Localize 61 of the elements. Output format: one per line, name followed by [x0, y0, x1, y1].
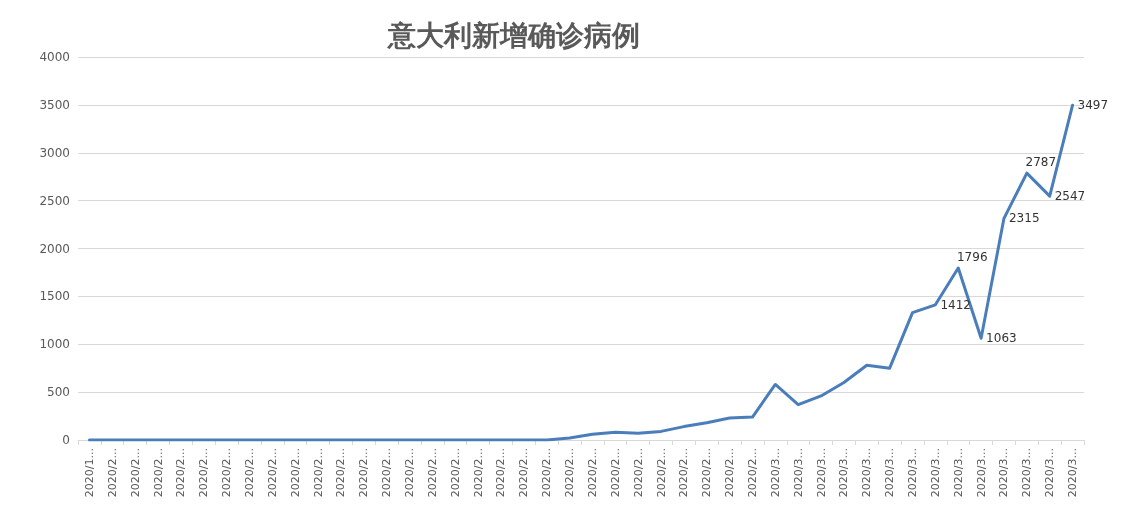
x-tick-label: 2020/3... [814, 448, 828, 498]
x-tick-label: 2020/3... [860, 448, 874, 498]
x-tick-label: 2020/2... [494, 448, 508, 498]
data-label: 2547 [1054, 189, 1086, 204]
x-tick-label: 2020/2... [723, 448, 737, 498]
x-tick-label: 2020/2... [128, 448, 142, 498]
y-tick-label: 500 [47, 385, 70, 400]
x-tick-label: 2020/2... [334, 448, 348, 498]
x-tick-label: 2020/2... [380, 448, 394, 498]
data-label: 1063 [986, 331, 1017, 346]
x-tick-label: 2020/3... [928, 448, 942, 498]
x-tick-label: 2020/2... [220, 448, 234, 498]
x-tick-label: 2020/3... [997, 448, 1011, 498]
x-tick-label: 2020/2... [745, 448, 759, 498]
x-tick-label: 2020/3... [906, 448, 920, 498]
data-label: 2315 [1008, 211, 1040, 226]
x-tick-label: 2020/2... [288, 448, 302, 498]
y-tick-label: 3000 [39, 145, 70, 160]
x-tick-label: 2020/2... [517, 448, 531, 498]
x-tick-label: 2020/2... [471, 448, 485, 498]
x-tick-label: 2020/2... [265, 448, 279, 498]
chart-title: 意大利新增确诊病例 [386, 18, 640, 52]
y-tick-label: 2000 [39, 241, 70, 256]
x-tick-label: 2020/2... [242, 448, 256, 498]
y-tick-label: 3500 [39, 97, 70, 112]
x-tick-label: 2020/3... [883, 448, 897, 498]
x-tick-label: 2020/2... [608, 448, 622, 498]
x-tick-label: 2020/2... [174, 448, 188, 498]
y-tick-label: 0 [62, 433, 70, 447]
data-label: 2787 [1025, 155, 1057, 170]
x-tick-label: 2020/2... [105, 448, 119, 498]
x-tick-label: 2020/3... [974, 448, 988, 498]
x-tick-label: 2020/1... [82, 448, 96, 498]
x-tick-label: 2020/2... [677, 448, 691, 498]
x-tick-label: 2020/2... [585, 448, 599, 498]
x-tick-label: 2020/3... [1043, 448, 1057, 498]
data-label: 1796 [956, 250, 988, 265]
x-tick-label: 2020/2... [540, 448, 554, 498]
data-label: 1412 [940, 297, 971, 312]
x-tick-label: 2020/2... [357, 448, 371, 498]
x-tick-label: 2020/3... [837, 448, 851, 498]
x-tick-label: 2020/2... [654, 448, 668, 498]
x-tick-label: 2020/3... [768, 448, 782, 498]
x-tick-label: 2020/3... [791, 448, 805, 498]
x-tick-label: 2020/2... [197, 448, 211, 498]
x-tick-label: 2020/2... [151, 448, 165, 498]
x-tick-label: 2020/3... [1020, 448, 1034, 498]
y-tick-label: 1000 [39, 337, 70, 352]
y-tick-label: 2500 [39, 193, 70, 208]
y-tick-label: 4000 [39, 50, 70, 64]
x-tick-label: 2020/3... [1066, 448, 1080, 498]
y-tick-label: 1500 [39, 289, 70, 304]
x-tick-label: 2020/2... [563, 448, 577, 498]
x-tick-label: 2020/2... [700, 448, 714, 498]
x-tick-label: 2020/2... [403, 448, 417, 498]
x-tick-label: 2020/2... [448, 448, 462, 498]
x-tick-label: 2020/3... [951, 448, 965, 498]
data-label: 3497 [1077, 98, 1109, 113]
x-tick-label: 2020/2... [425, 448, 439, 498]
x-tick-label: 2020/2... [311, 448, 325, 498]
x-tick-label: 2020/2... [631, 448, 645, 498]
